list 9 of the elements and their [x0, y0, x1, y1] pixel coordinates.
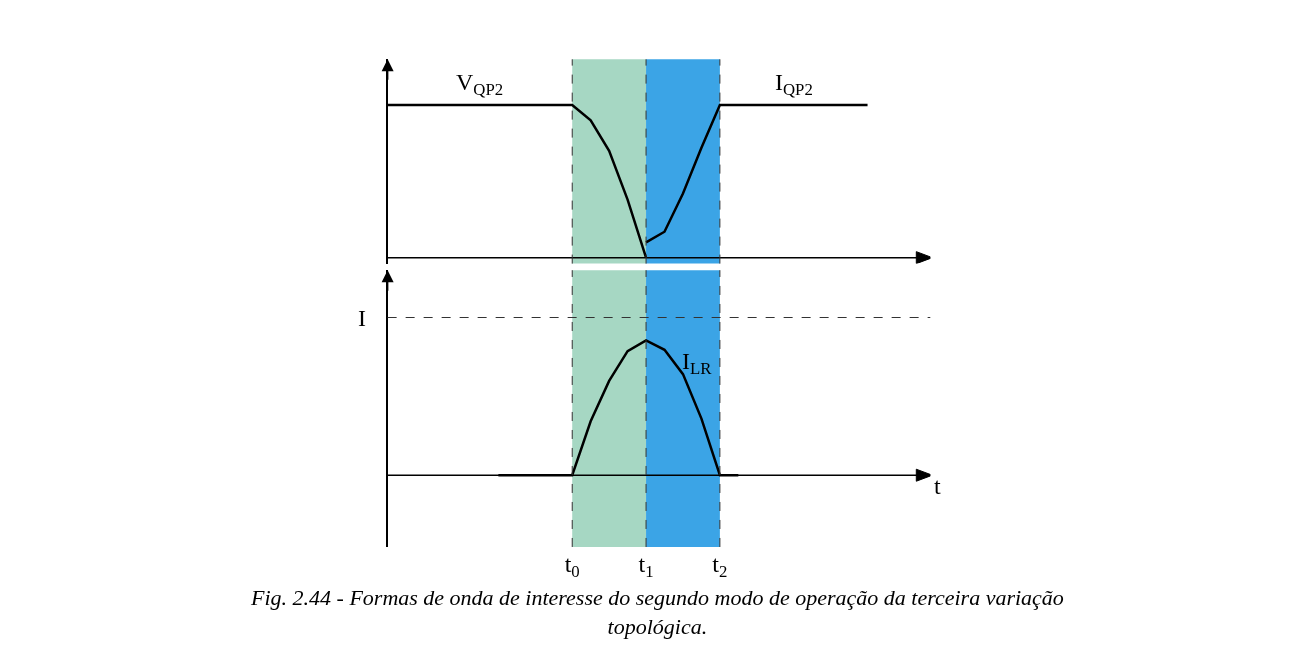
ref-line-label: I [358, 305, 366, 331]
x-axis-title: t [934, 473, 941, 499]
x-tick-label: t$_{0}$ [564, 550, 580, 582]
series-label: I$_{QP2}$ [775, 69, 813, 100]
series-label: V$_{QP2}$ [456, 69, 504, 100]
series-label: I$_{LR}$ [682, 348, 713, 379]
x-tick-label: t$_{2}$ [712, 550, 728, 582]
caption: Fig. 2.44 - Formas de onda de interesse do segundo modo de operação da terceira variação topológica. [250, 585, 1064, 639]
x-tick-label: t$_{1}$ [638, 550, 654, 582]
